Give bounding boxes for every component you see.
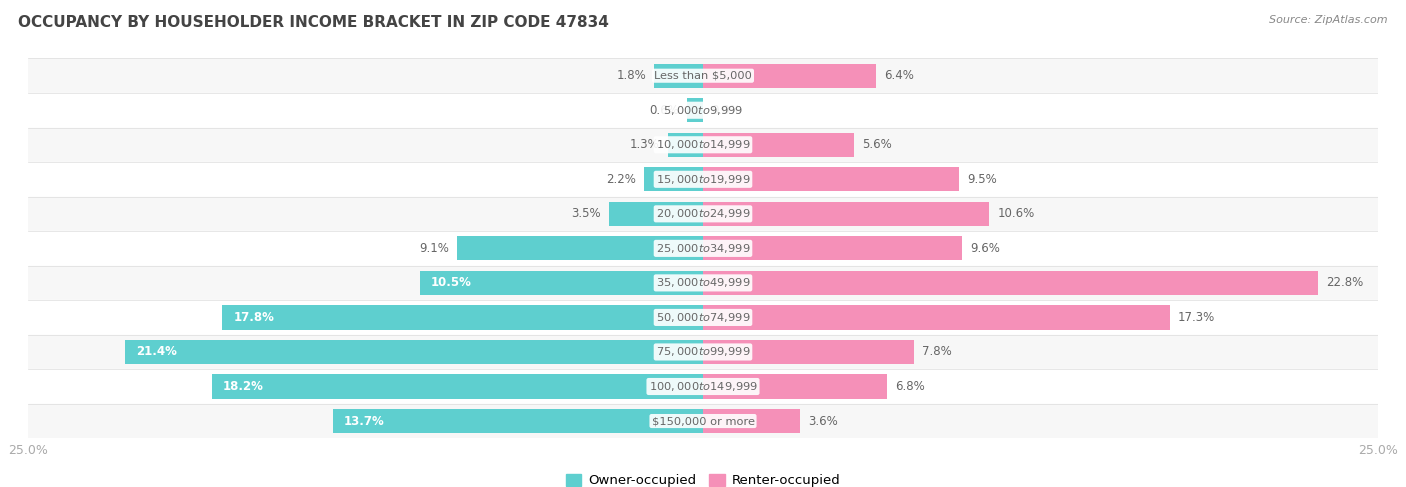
Text: 3.5%: 3.5% [571,207,600,220]
Text: 18.2%: 18.2% [222,380,263,393]
Text: Source: ZipAtlas.com: Source: ZipAtlas.com [1270,15,1388,25]
Text: 9.5%: 9.5% [967,173,997,186]
Text: $10,000 to $14,999: $10,000 to $14,999 [655,138,751,151]
Text: $20,000 to $24,999: $20,000 to $24,999 [655,207,751,220]
Bar [28,300,1378,335]
Text: 2.2%: 2.2% [606,173,636,186]
Bar [703,409,800,433]
Text: 1.3%: 1.3% [630,138,659,151]
Text: 0.0%: 0.0% [711,104,741,117]
Bar [703,132,855,157]
Text: $50,000 to $74,999: $50,000 to $74,999 [655,311,751,324]
Text: 6.8%: 6.8% [894,380,924,393]
Text: 22.8%: 22.8% [1327,277,1364,289]
Legend: Owner-occupied, Renter-occupied: Owner-occupied, Renter-occupied [560,468,846,487]
Text: 10.6%: 10.6% [997,207,1035,220]
Bar [28,265,1378,300]
Bar [28,197,1378,231]
Bar [28,93,1378,128]
Bar [703,236,962,261]
Text: 1.8%: 1.8% [617,69,647,82]
Text: Less than $5,000: Less than $5,000 [654,71,752,81]
Bar [654,64,703,88]
Bar [703,202,990,226]
Bar [644,167,703,191]
Bar [125,340,703,364]
Bar [28,404,1378,438]
Text: 5.6%: 5.6% [862,138,891,151]
Text: 6.4%: 6.4% [884,69,914,82]
Bar [668,132,703,157]
Text: 3.6%: 3.6% [808,414,838,428]
Text: 7.8%: 7.8% [922,345,952,358]
Text: 9.6%: 9.6% [970,242,1000,255]
Text: OCCUPANCY BY HOUSEHOLDER INCOME BRACKET IN ZIP CODE 47834: OCCUPANCY BY HOUSEHOLDER INCOME BRACKET … [18,15,609,30]
Bar [419,271,703,295]
Bar [28,369,1378,404]
Bar [686,98,703,122]
Text: $35,000 to $49,999: $35,000 to $49,999 [655,277,751,289]
Bar [703,305,1170,330]
Bar [333,409,703,433]
Bar [703,64,876,88]
Text: $100,000 to $149,999: $100,000 to $149,999 [648,380,758,393]
Bar [609,202,703,226]
Text: 17.8%: 17.8% [233,311,274,324]
Bar [703,375,887,398]
Bar [703,340,914,364]
Text: 9.1%: 9.1% [419,242,450,255]
Text: $15,000 to $19,999: $15,000 to $19,999 [655,173,751,186]
Text: 17.3%: 17.3% [1178,311,1215,324]
Text: $25,000 to $34,999: $25,000 to $34,999 [655,242,751,255]
Text: 0.6%: 0.6% [650,104,679,117]
Bar [703,167,959,191]
Bar [212,375,703,398]
Text: $150,000 or more: $150,000 or more [651,416,755,426]
Bar [28,58,1378,93]
Bar [457,236,703,261]
Text: $75,000 to $99,999: $75,000 to $99,999 [655,345,751,358]
Text: 10.5%: 10.5% [430,277,471,289]
Text: $5,000 to $9,999: $5,000 to $9,999 [664,104,742,117]
Bar [28,128,1378,162]
Text: 13.7%: 13.7% [344,414,385,428]
Text: 21.4%: 21.4% [136,345,177,358]
Bar [222,305,703,330]
Bar [703,271,1319,295]
Bar [28,231,1378,265]
Bar [28,335,1378,369]
Bar [28,162,1378,197]
